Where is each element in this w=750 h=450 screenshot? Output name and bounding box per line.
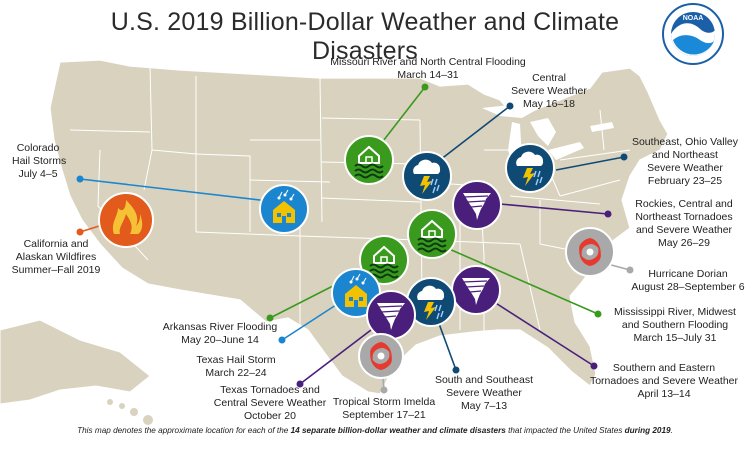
storm-cloud-icon[interactable] — [402, 151, 452, 201]
flood-house-icon[interactable] — [344, 135, 394, 185]
flood-house-icon[interactable] — [359, 235, 409, 285]
label-arkansas-flooding: Arkansas River Flooding May 20–June 14 — [162, 321, 278, 346]
connector-dots — [76, 83, 634, 394]
page-title: U.S. 2019 Billion-Dollar Weather and Cli… — [110, 8, 620, 65]
label-missouri-flooding: Missouri River and North Central Floodin… — [330, 56, 526, 81]
storm-cloud-icon[interactable] — [505, 143, 555, 193]
flood-house-icon[interactable] — [407, 209, 457, 259]
label-mississippi-flooding: Mississippi River, Midwest and Southern F… — [614, 306, 736, 344]
label-texas-hail: Texas Hail Storm March 22–24 — [196, 354, 276, 379]
tornado-icon[interactable] — [452, 180, 502, 230]
hail-house-icon[interactable] — [259, 184, 309, 234]
tornado-icon[interactable] — [366, 290, 416, 340]
alaska — [0, 319, 151, 405]
hawaii — [107, 399, 153, 425]
wildfire-icon[interactable] — [98, 192, 154, 248]
label-colorado-hail: Colorado Hail Storms July 4–5 — [12, 142, 67, 180]
label-california-wildfires: California and Alaskan Wildfires Summer–Fa… — [11, 238, 101, 276]
noaa-logo-text: NOAA — [683, 15, 704, 22]
label-central-severe: Central Severe Weather May 16–18 — [511, 72, 587, 110]
footer-note: This map denotes the approximate locatio… — [77, 426, 673, 435]
label-southeast-ohio: Southeast, Ohio Valley and Northeast Sever… — [631, 136, 739, 187]
label-tropical-storm-imelda: Tropical Storm Imelda September 17–21 — [332, 396, 436, 421]
noaa-logo: NOAA — [662, 3, 724, 65]
label-south-southeast-severe: South and Southeast Severe Weather May 7–1… — [434, 374, 534, 412]
tornado-icon[interactable] — [451, 265, 501, 315]
state-borders — [69, 65, 631, 332]
label-texas-tornadoes: Texas Tornadoes and Central Severe Weathe… — [213, 384, 327, 422]
hurricane-icon[interactable] — [358, 333, 404, 379]
hurricane-icon[interactable] — [565, 227, 615, 277]
label-rockies-tornadoes: Rockies, Central and Northeast Tornadoes a… — [635, 198, 733, 249]
label-southern-eastern-tornadoes: Southern and Eastern Tornadoes and Severe… — [589, 362, 739, 400]
label-hurricane-dorian: Hurricane Dorian August 28–September 6 — [631, 268, 745, 293]
